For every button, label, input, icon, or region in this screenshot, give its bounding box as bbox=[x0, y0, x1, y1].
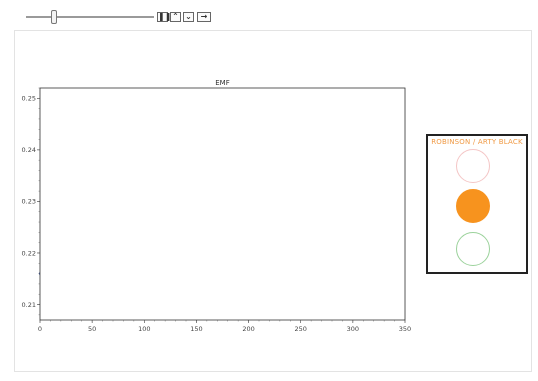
time-slider-track[interactable] bbox=[26, 16, 154, 18]
x-tick-label: 300 bbox=[347, 325, 359, 333]
x-tick-label: 150 bbox=[190, 325, 202, 333]
plot-frame bbox=[39, 87, 406, 321]
traffic-light-panel: ROBINSON / ARTY BLACK bbox=[426, 134, 528, 274]
green-light-icon bbox=[456, 232, 490, 266]
y-tick-label: 0.24 bbox=[22, 146, 36, 154]
x-tick-label: 200 bbox=[242, 325, 254, 333]
y-tick-label: 0.25 bbox=[22, 95, 36, 103]
output-panel bbox=[14, 30, 532, 372]
traffic-light-title: ROBINSON / ARTY BLACK bbox=[431, 138, 523, 146]
x-tick-label: 0 bbox=[38, 325, 42, 333]
time-slider-thumb[interactable] bbox=[51, 10, 58, 24]
x-tick-label: 250 bbox=[295, 325, 307, 333]
y-tick-label: 0.21 bbox=[22, 301, 36, 309]
x-tick-label: 50 bbox=[88, 325, 96, 333]
orange-light-icon bbox=[456, 189, 490, 223]
red-light-icon bbox=[456, 149, 490, 183]
step-up-button[interactable]: ⌃ bbox=[170, 12, 181, 22]
y-tick-label: 0.23 bbox=[22, 198, 36, 206]
forward-button[interactable]: → bbox=[197, 12, 211, 22]
x-tick-label: 100 bbox=[138, 325, 150, 333]
chart-title: EMF bbox=[215, 79, 230, 87]
x-tick-label: 350 bbox=[399, 325, 411, 333]
animation-toolbar: ❚❚ ⌃ ⌄ → bbox=[0, 0, 538, 28]
y-tick-label: 0.22 bbox=[22, 249, 36, 257]
pause-button[interactable]: ❚❚ bbox=[157, 12, 172, 22]
step-down-button[interactable]: ⌄ bbox=[183, 12, 194, 22]
